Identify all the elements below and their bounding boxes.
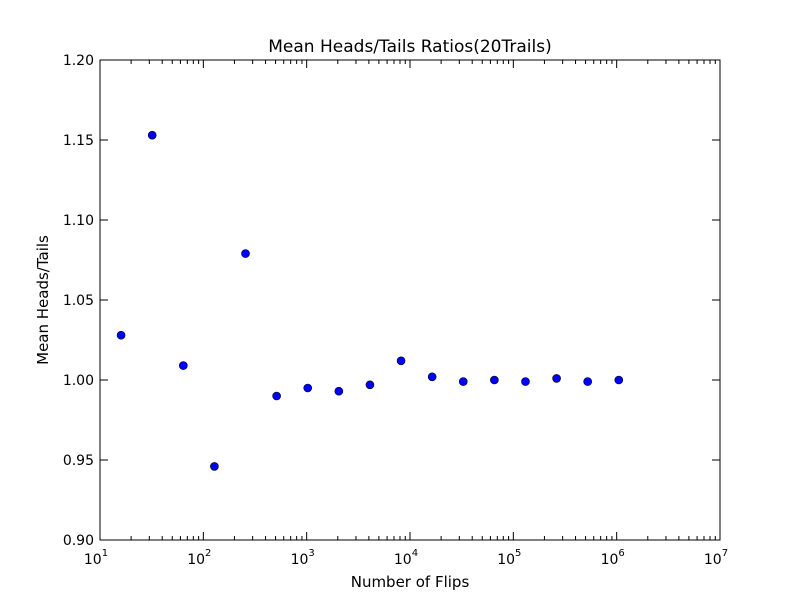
- x-tick-base: 10: [84, 552, 102, 568]
- minor-ticks: [130, 60, 716, 540]
- x-tick-exponent: 5: [515, 548, 521, 559]
- x-tick-base: 10: [704, 552, 722, 568]
- data-points: [116, 130, 624, 471]
- y-tick-label: 1.00: [63, 373, 94, 389]
- data-point: [552, 374, 561, 383]
- data-point: [427, 372, 437, 382]
- data-point: [334, 386, 344, 396]
- x-tick-base: 10: [187, 552, 205, 568]
- data-point: [396, 356, 406, 366]
- data-point: [303, 383, 313, 393]
- y-tick-label: 1.15: [63, 133, 94, 149]
- data-point: [583, 377, 592, 386]
- x-tick-label: 103: [291, 548, 315, 568]
- x-tick-exponent: 6: [618, 548, 624, 559]
- y-tick-label: 0.95: [63, 453, 94, 469]
- x-tick-base: 10: [291, 552, 309, 568]
- chart-title: Mean Heads/Tails Ratios(20Trails): [268, 37, 551, 57]
- x-tick-base: 10: [601, 552, 619, 568]
- data-point: [490, 375, 499, 385]
- x-tick-label: 102: [187, 548, 211, 568]
- y-tick-label: 1.05: [63, 293, 94, 309]
- plot-frame: [99, 59, 721, 541]
- x-tick-label: 104: [394, 548, 418, 568]
- data-point: [179, 361, 188, 370]
- x-tick-label: 101: [84, 548, 108, 568]
- y-tick-label: 1.10: [63, 213, 94, 229]
- data-point: [614, 375, 624, 385]
- x-tick-exponent: 7: [722, 548, 728, 559]
- x-tick-base: 10: [497, 552, 515, 568]
- x-tick-label: 105: [497, 548, 521, 568]
- y-tick-label: 0.90: [63, 533, 94, 549]
- x-tick-exponent: 4: [412, 548, 418, 559]
- data-point: [365, 380, 375, 390]
- data-point: [241, 249, 250, 258]
- plot-area: [100, 60, 720, 540]
- x-axis-label: Number of Flips: [351, 573, 470, 591]
- x-tick-exponent: 2: [205, 548, 211, 559]
- x-tick-label: 107: [704, 548, 728, 568]
- x-tick-exponent: 1: [102, 548, 108, 559]
- x-tick-label: 106: [601, 548, 625, 568]
- data-point: [521, 377, 530, 386]
- data-point: [272, 391, 281, 401]
- y-axis-label: Mean Heads/Tails: [34, 235, 52, 365]
- data-point: [210, 462, 219, 471]
- data-point: [458, 377, 468, 386]
- y-tick-label: 1.20: [63, 53, 94, 69]
- x-tick-exponent: 3: [308, 548, 314, 559]
- data-point: [147, 130, 157, 140]
- data-point: [116, 330, 126, 340]
- y-tick-labels: 0.90 0.95 1.00 1.05 1.10 1.15 1.20: [63, 53, 94, 549]
- x-tick-base: 10: [394, 552, 412, 568]
- x-tick-labels: 101 102 103 104 105 106 107: [84, 548, 728, 568]
